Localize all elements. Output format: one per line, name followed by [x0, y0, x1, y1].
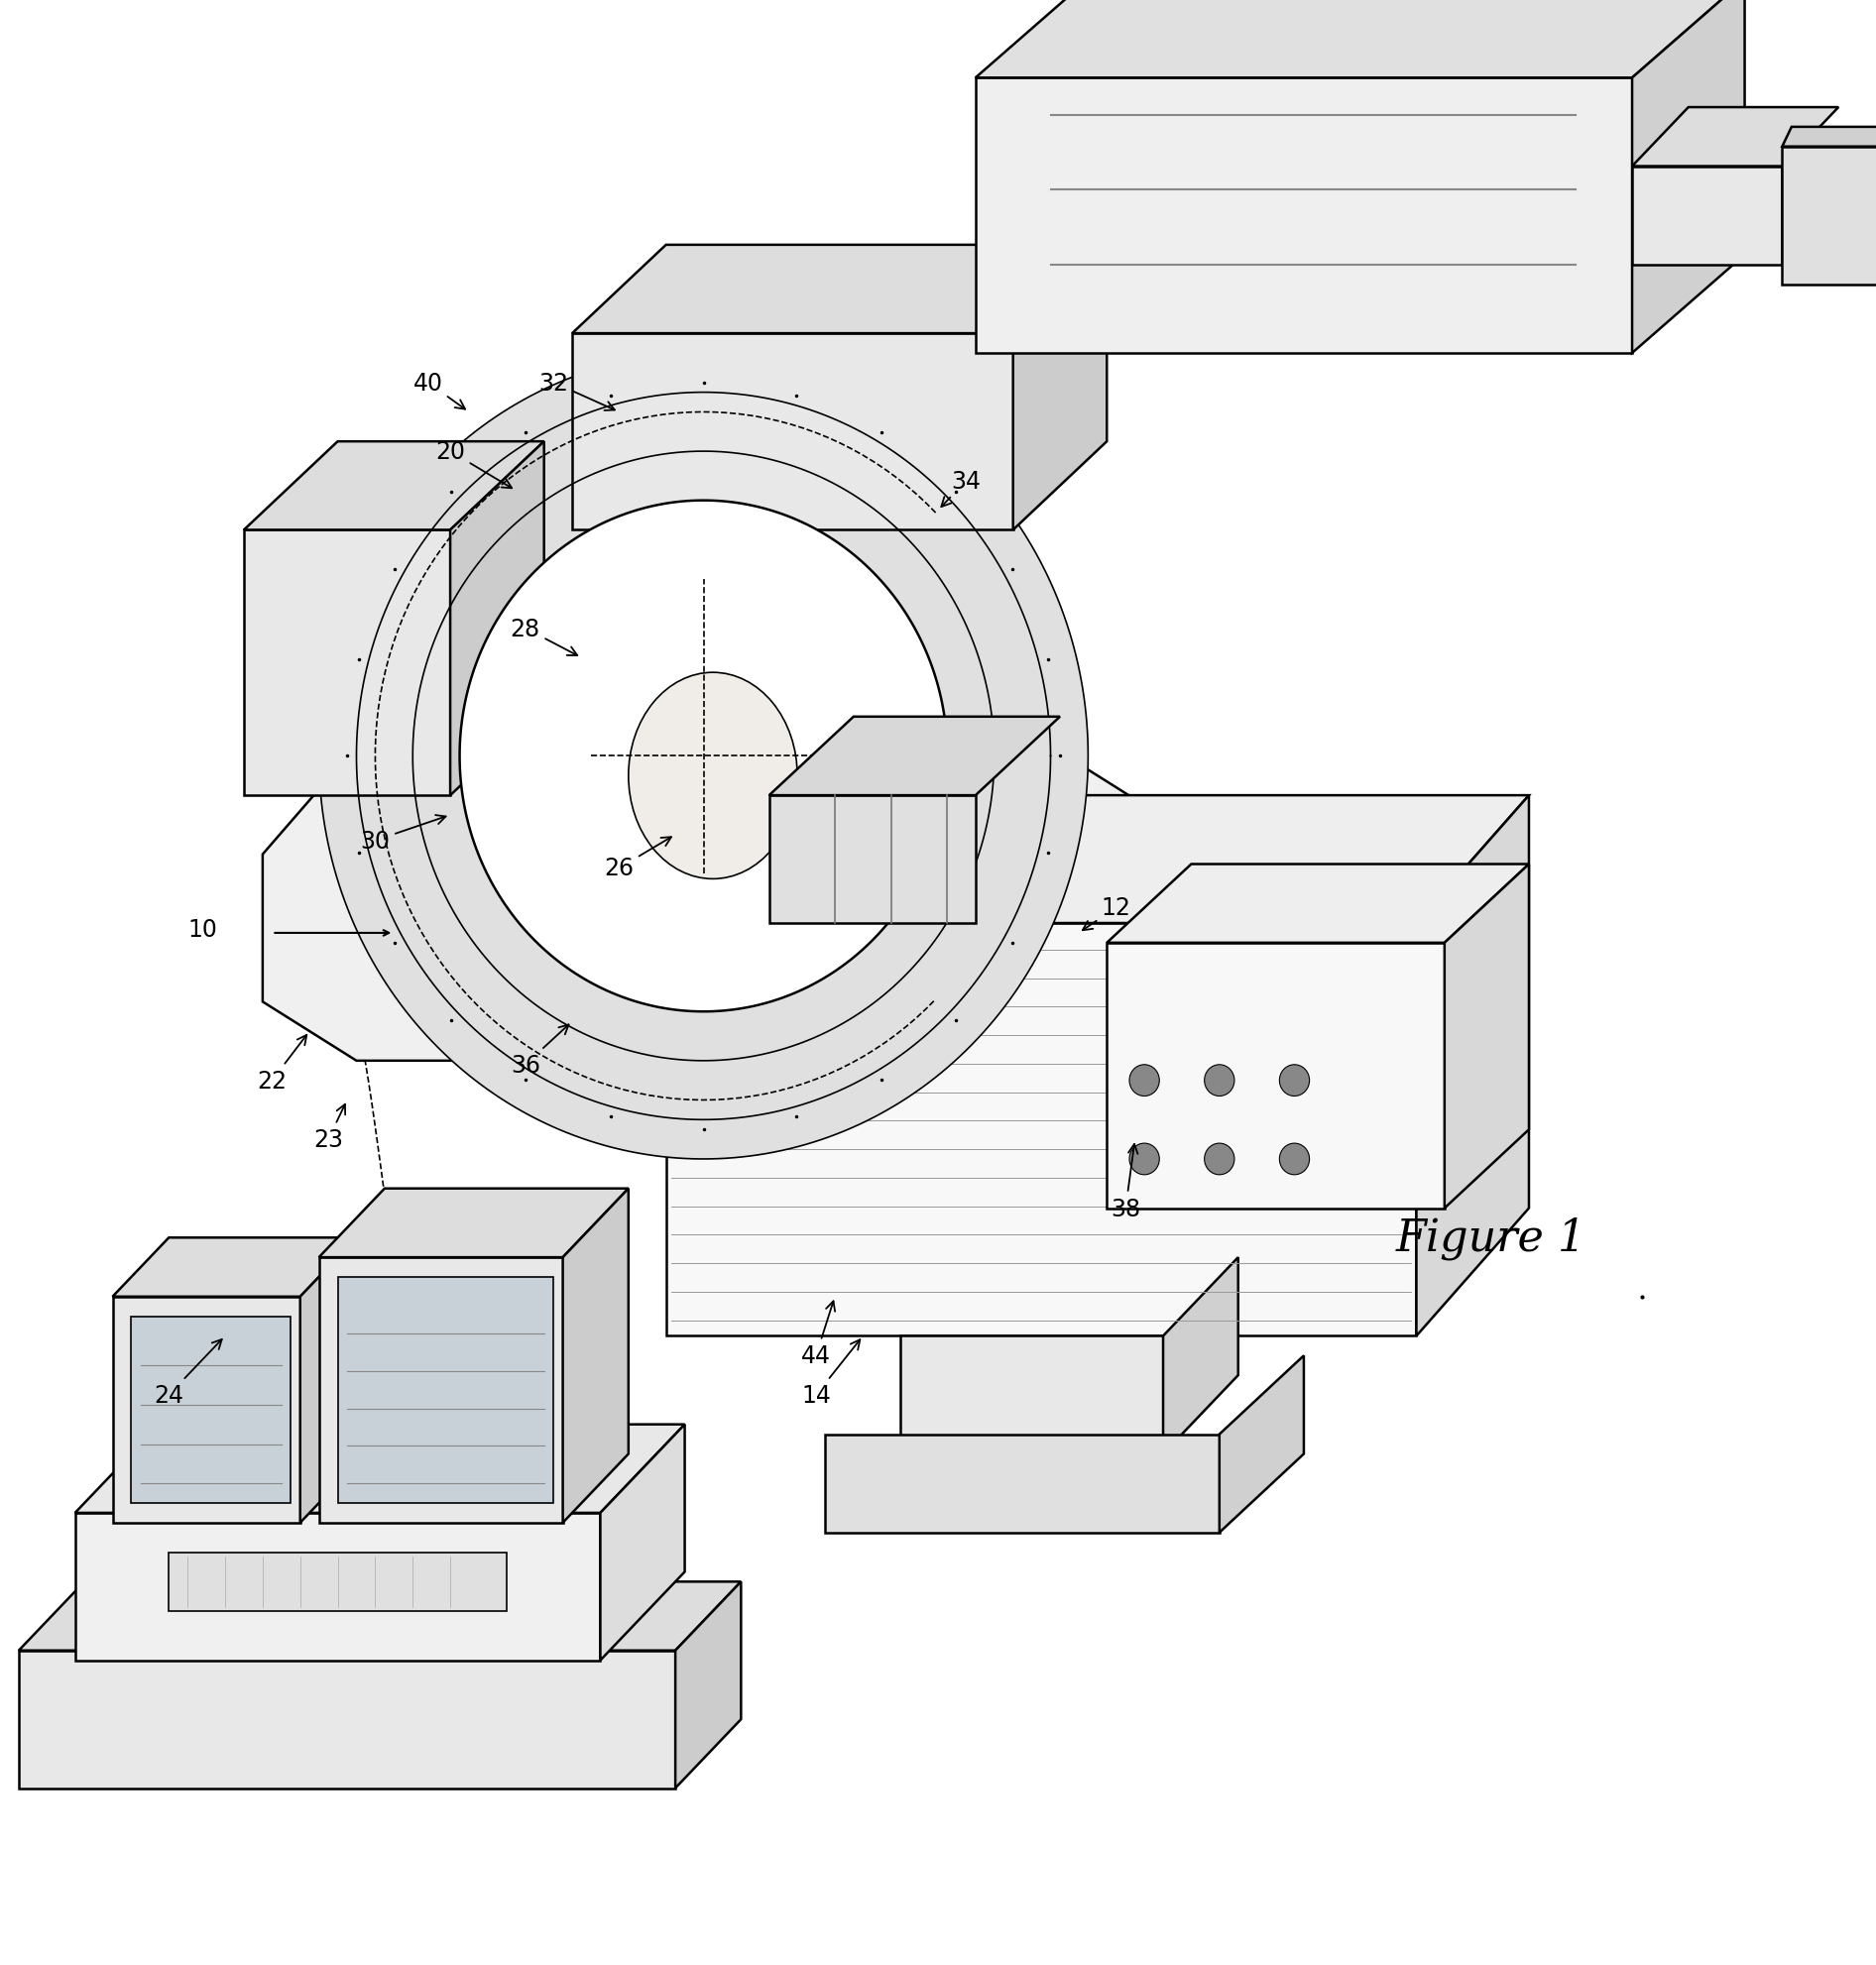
Circle shape: [1204, 1065, 1234, 1096]
Polygon shape: [666, 796, 1529, 924]
Text: 26: 26: [604, 837, 672, 880]
Polygon shape: [1107, 865, 1529, 943]
Text: 30: 30: [360, 815, 446, 853]
Polygon shape: [825, 1434, 1219, 1533]
Polygon shape: [769, 717, 1060, 796]
Polygon shape: [450, 442, 544, 796]
Text: 20: 20: [435, 440, 512, 489]
Text: 14: 14: [801, 1340, 859, 1407]
Polygon shape: [113, 1297, 300, 1523]
Polygon shape: [900, 1336, 1163, 1454]
Polygon shape: [75, 1425, 685, 1513]
Polygon shape: [1013, 246, 1107, 531]
Polygon shape: [460, 501, 947, 1012]
Polygon shape: [19, 1582, 741, 1651]
Polygon shape: [244, 442, 544, 531]
Polygon shape: [319, 354, 1088, 1159]
Circle shape: [1204, 1144, 1234, 1175]
Text: 36: 36: [510, 1026, 568, 1077]
Text: 44: 44: [801, 1301, 835, 1368]
Text: 24: 24: [154, 1340, 221, 1407]
Polygon shape: [666, 924, 1416, 1336]
Polygon shape: [1107, 943, 1445, 1208]
Polygon shape: [263, 747, 1144, 1061]
Text: 28: 28: [510, 617, 578, 656]
Polygon shape: [1632, 167, 1782, 265]
Circle shape: [1129, 1065, 1159, 1096]
Polygon shape: [600, 1425, 685, 1660]
Polygon shape: [75, 1513, 600, 1660]
Polygon shape: [338, 1277, 553, 1503]
Polygon shape: [976, 79, 1632, 354]
Text: 23: 23: [313, 1104, 345, 1151]
Polygon shape: [319, 1258, 563, 1523]
Polygon shape: [1632, 108, 1838, 167]
Circle shape: [1279, 1144, 1309, 1175]
Text: 22: 22: [257, 1036, 306, 1093]
Polygon shape: [769, 796, 976, 924]
Polygon shape: [976, 0, 1745, 79]
Ellipse shape: [628, 672, 797, 880]
Polygon shape: [244, 531, 450, 796]
Polygon shape: [1416, 796, 1529, 1336]
Polygon shape: [1782, 147, 1876, 285]
Text: 34: 34: [942, 470, 981, 507]
Text: 38: 38: [1111, 1144, 1141, 1220]
Polygon shape: [131, 1317, 291, 1503]
Text: 10: 10: [188, 918, 218, 941]
Circle shape: [1279, 1065, 1309, 1096]
Polygon shape: [675, 1582, 741, 1788]
Polygon shape: [1445, 865, 1529, 1208]
Polygon shape: [19, 1651, 675, 1788]
Polygon shape: [319, 1189, 628, 1258]
Polygon shape: [113, 1238, 356, 1297]
Text: 12: 12: [1082, 896, 1131, 931]
Polygon shape: [300, 1238, 356, 1523]
Circle shape: [1129, 1144, 1159, 1175]
Text: 40: 40: [413, 371, 465, 411]
Polygon shape: [572, 334, 1013, 531]
Polygon shape: [1219, 1356, 1304, 1533]
Polygon shape: [1782, 128, 1876, 147]
Polygon shape: [1163, 1258, 1238, 1454]
Text: Figure 1: Figure 1: [1396, 1216, 1587, 1260]
Polygon shape: [169, 1552, 507, 1611]
Text: 32: 32: [538, 371, 615, 411]
Polygon shape: [572, 246, 1107, 334]
Polygon shape: [1632, 0, 1745, 354]
Polygon shape: [563, 1189, 628, 1523]
